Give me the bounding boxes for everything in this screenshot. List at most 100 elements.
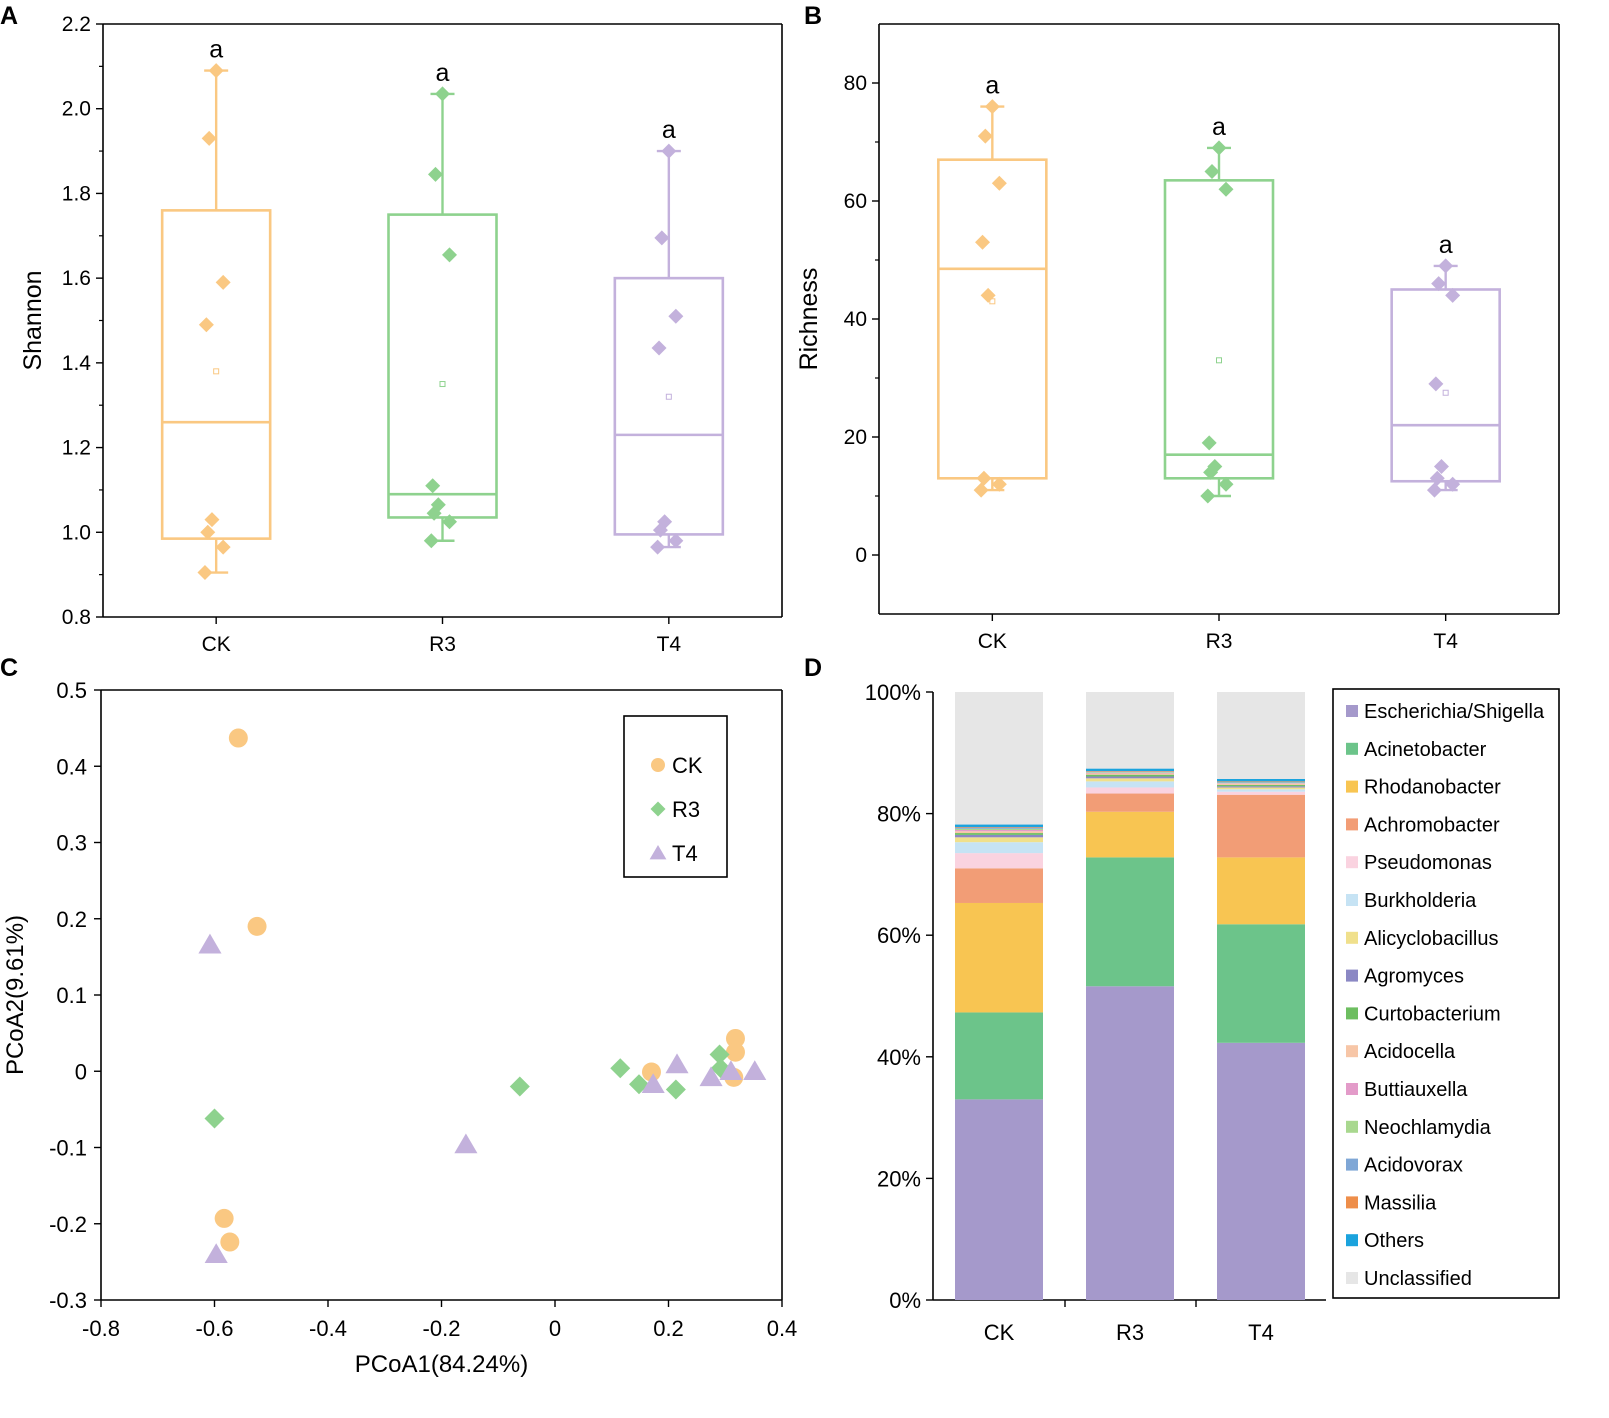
y-tick-label: 0: [855, 544, 867, 567]
bar-segment: [1086, 986, 1174, 1300]
data-point: [743, 1060, 767, 1081]
legend-item: Others: [1346, 1230, 1424, 1252]
bar-segment: [1217, 786, 1305, 788]
y-tick-label: -0.2: [49, 1212, 87, 1237]
x-tick-label: CK: [202, 633, 231, 656]
y-tick-label: 40%: [877, 1045, 921, 1070]
legend-item-R3: R3: [650, 797, 700, 822]
data-point: [1445, 476, 1461, 492]
legend-item: Neochlamydia: [1346, 1117, 1492, 1139]
legend-item: Unclassified: [1346, 1268, 1472, 1290]
legend-label: Buttiauxella: [1364, 1079, 1468, 1101]
bar-segment: [955, 831, 1043, 834]
series-R3: [204, 1044, 731, 1129]
data-point: [1429, 470, 1445, 486]
y-tick-label: 0.4: [56, 754, 87, 779]
x-tick-label: T4: [657, 633, 682, 656]
legend-label: R3: [672, 797, 700, 822]
y-tick-label: 1.0: [62, 521, 91, 544]
legend-swatch: [1346, 1234, 1358, 1247]
bar-segment: [1217, 1042, 1305, 1300]
legend-item: Acidovorax: [1346, 1155, 1463, 1177]
significance-letter: a: [1212, 113, 1226, 141]
legend-label: T4: [672, 841, 698, 866]
legend-item: Agromyces: [1346, 966, 1464, 988]
x-tick-label: -0.8: [82, 1316, 120, 1341]
y-tick-label: 80%: [877, 802, 921, 827]
data-point: [1438, 258, 1454, 274]
data-point: [442, 247, 457, 263]
legend-marker: [649, 845, 667, 860]
bar-segment: [1086, 793, 1174, 812]
data-point: [991, 175, 1007, 191]
data-point: [1218, 476, 1234, 492]
box-mean: [439, 381, 446, 388]
box-T4: a: [613, 116, 725, 555]
data-point: [425, 478, 441, 494]
data-point: [980, 287, 996, 303]
legend-label: Rhodanobacter: [1364, 777, 1501, 799]
data-point: [991, 476, 1007, 492]
legend-swatch: [1346, 705, 1358, 717]
bar-segment: [1086, 776, 1174, 779]
data-point: [1204, 164, 1220, 179]
box-R3: a: [1163, 113, 1275, 504]
series-T4: [198, 933, 767, 1264]
bar-segment: [955, 842, 1043, 854]
legend-item: Massilia: [1346, 1192, 1437, 1214]
box-mean: [989, 298, 996, 305]
legend-swatch: [1346, 1158, 1358, 1171]
box-mean: [213, 368, 220, 375]
panel-letter: B: [804, 2, 822, 30]
bar-segment: [955, 830, 1043, 832]
significance-letter: a: [209, 36, 223, 64]
data-point: [201, 130, 217, 146]
y-tick-label: 20%: [877, 1166, 921, 1191]
panel-A: 0.8 1.0 1.2 1.4 1.6 1.8 2.0 2.2 Shannon CK R3 T4 a a a: [19, 13, 783, 656]
y-tick-label: 1.4: [62, 352, 92, 375]
legend-label: Curtobacterium: [1364, 1003, 1501, 1025]
y-tick-label: 100%: [865, 680, 921, 705]
legend-swatch: [1346, 780, 1358, 793]
data-point: [204, 1243, 228, 1264]
x-tick-label: 0.2: [653, 1316, 684, 1341]
y-tick-label: 40: [844, 308, 867, 331]
data-point: [661, 143, 677, 159]
panel-letter: A: [0, 2, 18, 30]
legend: CK R3 T4: [623, 715, 728, 878]
legend-label: Escherichia/Shigella: [1364, 701, 1545, 723]
data-point: [1433, 459, 1449, 474]
x-tick-label: R3: [1206, 630, 1233, 653]
legend-box: [1332, 688, 1560, 1299]
data-point: [1200, 488, 1216, 504]
box-iqr: [613, 276, 725, 536]
box-CK: a: [160, 36, 272, 581]
data-point: [1211, 140, 1227, 156]
legend-swatch: [1346, 1083, 1358, 1095]
data-point: [1431, 276, 1447, 292]
legend-swatch: [1346, 856, 1358, 869]
y-tick-label: 0.5: [56, 678, 87, 703]
legend-label: Acidovorax: [1364, 1155, 1463, 1177]
legend: Escherichia/Shigella Acinetobacter Rhodano…: [1332, 688, 1560, 1299]
bar-segment: [1217, 791, 1305, 795]
legend-swatch: [1346, 1007, 1358, 1020]
bar-segment: [955, 868, 1043, 903]
legend-swatch: [1346, 742, 1358, 755]
data-point: [650, 539, 666, 555]
legend-label: Others: [1364, 1230, 1424, 1252]
data-point: [668, 533, 684, 549]
data-point: [215, 274, 231, 290]
bar-segment: [955, 827, 1043, 829]
x-tick-label: R3: [1116, 1320, 1144, 1345]
y-tick-label: -0.3: [49, 1288, 87, 1313]
bar-segment: [955, 1099, 1043, 1300]
panel-letter: D: [804, 654, 822, 682]
bar-segment: [1086, 857, 1174, 987]
legend-label: Neochlamydia: [1364, 1117, 1492, 1139]
box-mean: [1216, 357, 1222, 364]
data-point: [1428, 376, 1444, 392]
data-point: [984, 99, 1000, 115]
data-point: [665, 1053, 689, 1074]
